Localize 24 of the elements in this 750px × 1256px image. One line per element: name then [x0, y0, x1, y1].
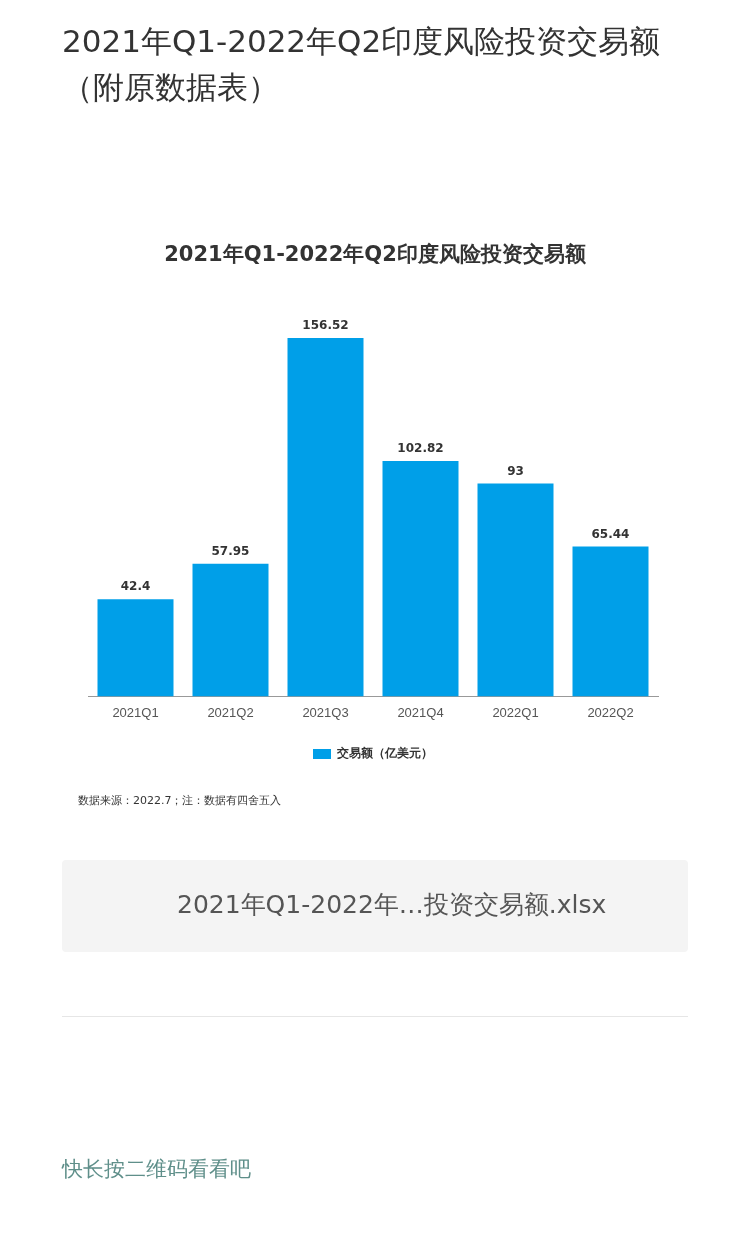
x-tick-label: 2021Q2 [207, 704, 254, 720]
bar [477, 483, 554, 697]
data-label: 42.4 [120, 579, 151, 594]
text: 快长按二维码看看吧 [62, 1156, 251, 1183]
bar [192, 563, 269, 697]
bar [382, 460, 459, 697]
x-tick-label: 2022Q2 [587, 704, 634, 720]
chart-subtitle: 2021年Q1-2022年Q2印度风险投资交易额 [163, 241, 587, 268]
data-label: 57.95 [211, 543, 250, 558]
data-label: 65.44 [591, 526, 630, 541]
source-note: 数据来源：2022.7；注：数据有四舍五入 [78, 793, 282, 808]
chart-title: 2021年Q1-2022年Q2印度风险投资交易额（附原数据表） [62, 22, 662, 107]
bar [287, 337, 364, 697]
bar [97, 599, 174, 697]
x-tick-label: 2022Q1 [492, 704, 539, 720]
x-tick-label: 2021Q3 [302, 704, 349, 720]
x-tick-label: 2021Q4 [397, 704, 444, 720]
data-label: 102.82 [397, 441, 444, 456]
bar [572, 546, 649, 697]
data-label: 156.52 [302, 318, 349, 333]
file-card: 2021年Q1-2022年…投资交易额.xlsx [62, 860, 688, 952]
data-label: 93 [507, 463, 524, 478]
x-tick-label: 2021Q1 [112, 704, 159, 720]
legend-label: 交易额（亿美元） [336, 746, 433, 761]
